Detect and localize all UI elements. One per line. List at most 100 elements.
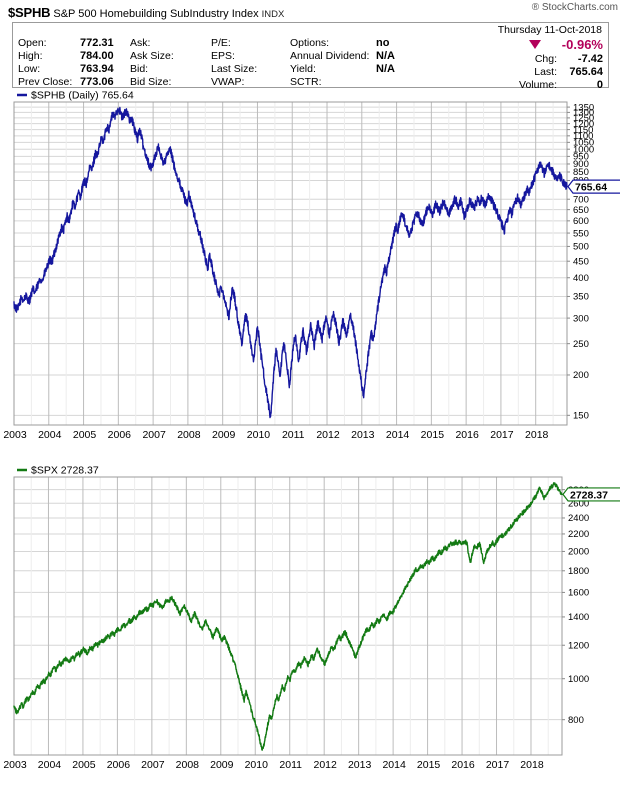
- quote-label-sctr: SCTR:: [290, 76, 322, 88]
- sphb-price-chart[interactable]: 1350 1300 1250 1200 1150 1100 1050 1000 950 900 85…: [0, 90, 620, 445]
- y-axis-label: 200: [573, 370, 589, 381]
- quote-fields-grid: Open: 772.31 Ask: P/E: Options: no High:…: [18, 37, 488, 89]
- x-axis-label: 2011: [279, 759, 302, 771]
- quote-value-low: 763.94: [80, 63, 114, 75]
- quote-panel: Thursday 11-Oct-2018 Open: 772.31 Ask: P…: [12, 22, 609, 91]
- quote-label-ask: Ask:: [130, 37, 151, 49]
- quote-summary-stats: -0.96% Chg: -7.42 Last: 765.64 Volume: 0: [438, 37, 603, 92]
- quote-label-chg: Chg:: [534, 53, 557, 65]
- x-axis-label: 2003: [3, 429, 27, 441]
- quote-value-high: 784.00: [80, 50, 114, 62]
- y-axis-label: 1350: [573, 102, 594, 113]
- x-axis-label: 2007: [142, 429, 166, 441]
- quote-value-open: 772.31: [80, 37, 114, 49]
- y-axis-label: 550: [573, 228, 589, 239]
- plot-background: [14, 477, 562, 755]
- x-axis-label: 2013: [351, 429, 375, 441]
- y-axis-label: 1100: [573, 131, 593, 142]
- y-axis-label: 2200: [568, 529, 589, 540]
- quote-value-last: 765.64: [569, 66, 603, 78]
- quote-value-chg: -7.42: [577, 53, 603, 65]
- quote-label-yield: Yield:: [290, 63, 316, 75]
- price-line-sphb: [13, 106, 568, 419]
- spx-price-chart[interactable]: 2800260024002200200018001600140012001000…: [0, 455, 620, 787]
- last-price-tag: 765.64: [567, 179, 620, 194]
- x-axis-label: 2014: [386, 429, 410, 441]
- quote-row: Volume: 0: [438, 79, 603, 92]
- quote-value-options: no: [376, 37, 390, 49]
- symbol-description: S&P 500 Homebuilding SubIndustry Index: [53, 8, 259, 20]
- y-axis-label: 650: [573, 205, 589, 216]
- quote-label-prev-close: Prev Close:: [18, 76, 73, 88]
- x-axis-label: 2005: [72, 759, 96, 771]
- x-axis-label: 2008: [176, 759, 200, 771]
- x-axis-label: 2013: [348, 759, 372, 771]
- quote-value-annual-dividend: N/A: [376, 50, 395, 62]
- x-axis-label: 2016: [455, 429, 479, 441]
- quote-label-open: Open:: [18, 37, 47, 49]
- x-axis-label: 2011: [282, 429, 305, 441]
- quote-label-low: Low:: [18, 63, 41, 75]
- quote-label-high: High:: [18, 50, 43, 62]
- legend-label: $SPX 2728.37: [31, 465, 99, 477]
- y-axis-label: 950: [573, 152, 589, 163]
- y-axis-label: 1400: [568, 612, 589, 623]
- quote-label-bid-size: Bid Size:: [130, 76, 172, 88]
- y-axis-label: 850: [573, 167, 589, 178]
- y-axis-label: 1600: [568, 588, 589, 599]
- x-axis-label: 2008: [177, 429, 201, 441]
- plot-border: [13, 101, 568, 426]
- legend-label: $SPHB (Daily) 765.64: [31, 90, 134, 102]
- quote-value-yield: N/A: [376, 63, 395, 75]
- y-axis-label: 1200: [573, 119, 594, 130]
- change-percent: -0.96%: [561, 37, 603, 52]
- quote-label-volume: Volume:: [519, 79, 557, 91]
- y-axis-label: 1300: [573, 108, 594, 119]
- quote-row: Chg: -7.42: [438, 53, 603, 66]
- y-axis-label: 1250: [573, 113, 594, 124]
- quote-label-last-size: Last Size:: [211, 63, 258, 75]
- y-axis-label: 1000: [573, 144, 594, 155]
- x-axis-label: 2012: [316, 429, 340, 441]
- x-axis-label: 2018: [525, 429, 549, 441]
- x-axis-label: 2009: [210, 759, 234, 771]
- quote-label-vwap: VWAP:: [211, 76, 245, 88]
- y-axis-label: 250: [573, 339, 589, 350]
- x-axis-label: 2014: [382, 759, 406, 771]
- quote-row: Open: 772.31 Ask: P/E: Options: no: [18, 37, 488, 50]
- symbol-exchange: INDX: [261, 9, 285, 20]
- quote-label-ask-size: Ask Size:: [130, 50, 174, 62]
- quote-label-bid: Bid:: [130, 63, 149, 75]
- quote-label-annual-dividend: Annual Dividend:: [290, 50, 370, 62]
- y-axis-label: 1050: [573, 138, 594, 149]
- spx-chart-svg[interactable]: 2800260024002200200018001600140012001000…: [0, 455, 620, 787]
- stockcharts-attribution: ® StockCharts.com: [531, 2, 618, 13]
- x-axis-label: 2016: [451, 759, 475, 771]
- last-price-tag-text: 765.64: [575, 182, 607, 194]
- y-axis-label: 1000: [568, 674, 589, 685]
- last-price-tag-box: [562, 487, 620, 502]
- symbol-ticker: $SPHB: [8, 5, 51, 20]
- quote-label-last: Last:: [534, 66, 557, 78]
- y-axis-label: 1200: [568, 640, 589, 651]
- y-axis-label: 2600: [568, 498, 589, 509]
- y-axis-label: 2000: [568, 547, 589, 558]
- sphb-chart-svg[interactable]: 1350130012501200115011001050100095090085…: [0, 90, 620, 445]
- y-axis-label: 700: [573, 194, 589, 205]
- x-axis-label: 2010: [247, 429, 271, 441]
- quote-label-eps: EPS:: [211, 50, 235, 62]
- x-axis-label: 2003: [3, 759, 27, 771]
- last-price-tag-box: [567, 179, 620, 194]
- x-axis-label: 2006: [108, 429, 132, 441]
- price-line-spx: [13, 482, 563, 751]
- y-axis-label: 450: [573, 256, 589, 267]
- x-axis-label: 2005: [73, 429, 97, 441]
- x-axis-label: 2015: [417, 759, 441, 771]
- chart-title-row: $SPHB S&P 500 Homebuilding SubIndustry In…: [8, 4, 612, 20]
- arrow-down-icon: [529, 40, 541, 49]
- y-axis-label: 1800: [568, 566, 589, 577]
- y-axis-label: 300: [573, 313, 589, 324]
- plot-border: [13, 476, 563, 756]
- x-axis-label: 2004: [38, 759, 62, 771]
- x-axis-label: 2015: [421, 429, 445, 441]
